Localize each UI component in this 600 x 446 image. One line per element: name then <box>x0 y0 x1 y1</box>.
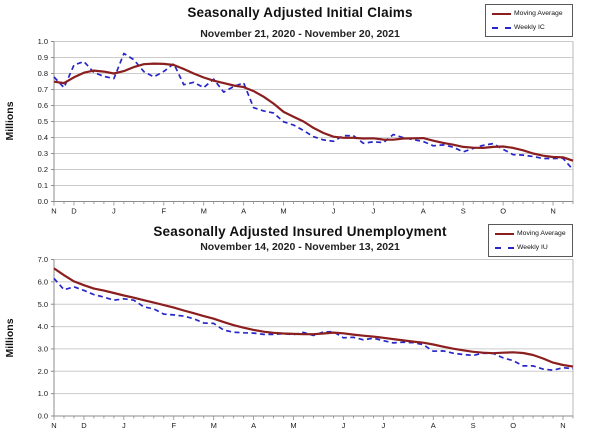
insured-unemployment-chart: 7.0 6.0 5.0 4.0 3.0 2.0 1.0 0.0 N D J F M A M J J A S O N Se… <box>0 222 600 446</box>
x-tick-label: N <box>560 421 565 430</box>
initial-claims-chart: 1.0 0.9 0.8 0.7 0.6 0.5 0.4 0.3 0.2 0.1 0.0 N D J F M A M… <box>0 0 600 222</box>
y-axis-label-millions: Millions <box>4 318 16 358</box>
insured-unemployment-date-range: November 14, 2020 - November 13, 2021 <box>200 241 400 253</box>
x-tick-label: J <box>381 421 385 430</box>
legend-item-moving-average: Moving Average <box>495 230 567 237</box>
y-tick-label: 0.2 <box>38 165 48 174</box>
x-tick-label: M <box>280 207 286 216</box>
x-tick-label: D <box>71 207 77 216</box>
y-axis-label-millions: Millions <box>4 101 16 141</box>
initial-claims-date-range: November 21, 2020 - November 20, 2021 <box>200 28 400 40</box>
x-tick-label: S <box>471 421 476 430</box>
y-tick-label: 1.0 <box>38 389 48 398</box>
weekly-iu-line <box>53 277 574 372</box>
x-tick-label: A <box>431 421 436 430</box>
x-tick-label: M <box>290 421 296 430</box>
x-tick-label: O <box>510 421 516 430</box>
x-tick-label: F <box>161 207 166 216</box>
weekly-ic-line <box>53 52 574 171</box>
moving-average-line <box>53 267 574 368</box>
y-tick-label: 0.6 <box>38 101 48 110</box>
x-tick-label: A <box>421 207 426 216</box>
initial-claims-legend: Moving Average Weekly IC <box>485 4 573 37</box>
moving-average-line-icon <box>495 232 514 235</box>
weekly-ic-line-icon <box>492 26 511 29</box>
y-tick-label: 7.0 <box>38 255 48 264</box>
legend-label-moving-average: Moving Average <box>517 230 566 237</box>
x-tick-label: M <box>211 421 217 430</box>
initial-claims-plot: 1.00.90.80.70.60.50.40.30.20.10.0N D J F M A M… <box>38 37 574 216</box>
y-tick-label: 4.0 <box>38 322 48 331</box>
y-tick-label: 0.9 <box>38 53 48 62</box>
x-tick-label: M <box>201 207 207 216</box>
x-tick-label: N <box>550 207 555 216</box>
y-tick-label: 3.0 <box>38 345 48 354</box>
x-tick-label: A <box>241 207 246 216</box>
y-tick-label: 0.7 <box>38 85 48 94</box>
x-tick-label: J <box>332 207 336 216</box>
insured-unemployment-plot: 7.06.05.04.03.02.01.00.0N D J F M A M J J A S O N <box>38 255 574 430</box>
legend-item-moving-average: Moving Average <box>492 10 567 17</box>
y-tick-label: 0.5 <box>38 117 48 126</box>
y-tick-label: 0.4 <box>38 133 48 142</box>
moving-average-line <box>53 62 574 162</box>
x-tick-label: J <box>342 421 346 430</box>
y-tick-label: 0.8 <box>38 69 48 78</box>
x-tick-label: A <box>251 421 256 430</box>
insured-unemployment-legend: Moving Average Weekly IU <box>488 224 573 257</box>
y-tick-label: 0.0 <box>38 412 48 421</box>
legend-item-weekly-ic: Weekly IC <box>492 24 567 31</box>
legend-item-weekly-iu: Weekly IU <box>495 244 567 251</box>
x-tick-label: S <box>461 207 466 216</box>
legend-label-moving-average: Moving Average <box>514 10 563 17</box>
y-tick-label: 0.3 <box>38 149 48 158</box>
y-tick-label: 5.0 <box>38 300 48 309</box>
y-tick-label: 6.0 <box>38 277 48 286</box>
y-tick-label: 0.1 <box>38 181 48 190</box>
y-tick-label: 1.0 <box>38 37 48 46</box>
y-tick-label: 0.0 <box>38 197 48 206</box>
x-tick-label: D <box>81 421 87 430</box>
initial-claims-title: Seasonally Adjusted Initial Claims <box>187 5 413 20</box>
x-tick-label: J <box>112 207 116 216</box>
weekly-iu-line-icon <box>495 246 514 249</box>
x-tick-label: F <box>171 421 176 430</box>
y-tick-label: 2.0 <box>38 367 48 376</box>
insured-unemployment-title: Seasonally Adjusted Insured Unemployment <box>153 224 447 239</box>
x-tick-label: N <box>51 207 56 216</box>
x-tick-label: J <box>372 207 376 216</box>
legend-label-weekly-ic: Weekly IC <box>514 24 545 31</box>
x-tick-label: O <box>500 207 506 216</box>
x-tick-label: N <box>51 421 56 430</box>
moving-average-line-icon <box>492 12 511 15</box>
legend-label-weekly-iu: Weekly IU <box>517 244 548 251</box>
x-tick-label: J <box>122 421 126 430</box>
